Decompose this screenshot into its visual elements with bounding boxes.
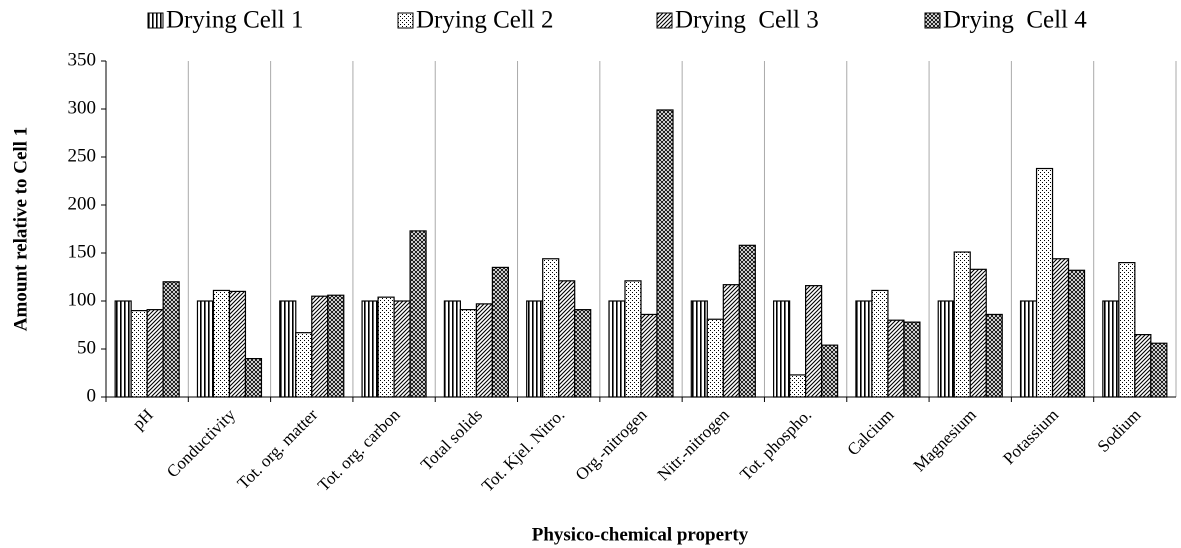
bar: [361, 300, 379, 398]
bar: [327, 294, 345, 398]
bar: [722, 284, 740, 398]
bar: [608, 300, 626, 398]
x-tick-label: Org.-nitrogen: [572, 405, 651, 484]
bar: [542, 258, 560, 398]
y-tick-label: 200: [68, 193, 97, 214]
bar: [1067, 269, 1086, 398]
legend-label: Drying Cell 2: [416, 7, 554, 34]
bar: [459, 309, 477, 398]
y-tick-label: 50: [77, 337, 96, 358]
bar: [196, 300, 215, 398]
y-tick-label: 150: [68, 241, 97, 262]
bar: [295, 332, 313, 398]
bar: [409, 230, 427, 398]
legend-swatch: [656, 12, 673, 29]
bar: [656, 109, 674, 398]
bar: [146, 309, 164, 398]
y-tick-label: 0: [87, 385, 97, 406]
bar: [130, 310, 148, 398]
y-tick-label: 300: [68, 97, 97, 118]
bar: [114, 300, 132, 398]
x-tick-label: Tot. phospho.: [736, 405, 815, 484]
bar: [690, 300, 708, 398]
legend-label: Drying Cell 4: [943, 7, 1087, 34]
x-tick-label: Sodium: [1094, 405, 1145, 456]
bar: [443, 300, 461, 398]
x-tick-label: Conductivity: [163, 405, 240, 482]
bar: [985, 313, 1003, 398]
bar: [1051, 258, 1070, 398]
legend-swatch: [397, 12, 414, 29]
bar: [640, 313, 658, 398]
bar: [393, 300, 411, 398]
x-tick-label: Potassium: [999, 405, 1062, 468]
bar: [1035, 167, 1054, 398]
x-tick-label: Tot. org. matter: [234, 405, 322, 493]
bar: [526, 300, 544, 398]
bar: [903, 321, 921, 398]
bar: [279, 300, 297, 398]
y-tick-label: 350: [68, 49, 97, 70]
bar: [491, 266, 509, 398]
bar: [1150, 342, 1168, 398]
bar: [937, 300, 955, 398]
bar: [228, 290, 247, 398]
legend-swatch: [924, 12, 941, 29]
bar: [887, 319, 905, 398]
bar: [162, 281, 180, 398]
x-tick-label: Calcium: [843, 405, 897, 459]
bar: [212, 289, 231, 398]
bar: [1118, 262, 1136, 398]
bar: [311, 295, 329, 398]
x-tick-label: Magnesium: [910, 405, 980, 475]
bar: [244, 358, 263, 398]
x-tick-label: Tot. Kjel. Nitro.: [478, 405, 568, 495]
bar: [805, 285, 823, 398]
legend-label: Drying Cell 1: [166, 7, 304, 34]
bar: [1019, 300, 1038, 398]
bar: [953, 251, 971, 398]
bar: [855, 300, 873, 398]
legend-label: Drying Cell 3: [675, 7, 819, 34]
bar: [773, 300, 791, 398]
y-tick-label: 250: [68, 145, 97, 166]
bar: [624, 280, 642, 398]
x-tick-label: Total solids: [417, 405, 486, 474]
bar: [789, 374, 807, 398]
bar: [1102, 300, 1120, 398]
bar: [377, 296, 395, 398]
bar: [706, 318, 724, 398]
bar: [738, 244, 756, 398]
bar: [821, 344, 839, 398]
legend-swatch: [147, 12, 164, 29]
y-tick-label: 100: [68, 289, 97, 310]
bar: [475, 303, 493, 398]
y-axis-title: Amount relative to Cell 1: [10, 127, 31, 331]
x-axis-title: Physico-chemical property: [532, 524, 749, 545]
x-tick-label: pH: [129, 405, 157, 433]
bar: [871, 289, 889, 398]
x-tick-label: Tot. org. carbon: [314, 405, 404, 495]
x-tick-label: Nitr.-nitrogen: [654, 405, 734, 485]
bar: [558, 280, 576, 398]
bar: [574, 309, 592, 398]
bar: [969, 268, 987, 398]
bar: [1134, 334, 1152, 398]
